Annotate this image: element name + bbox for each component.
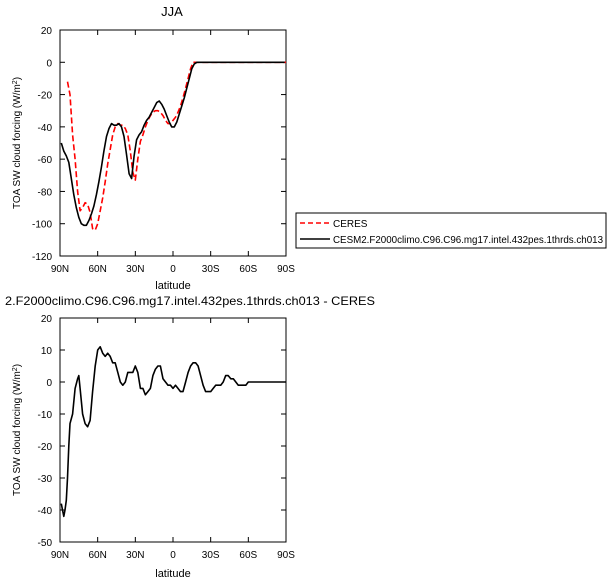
top-x-tick-label: 0 bbox=[170, 264, 176, 275]
bottom-y-tick-label: 0 bbox=[46, 378, 52, 389]
bottom-x-tick-label: 30S bbox=[202, 550, 220, 561]
top-y-axis-label-sup: 2 bbox=[12, 80, 19, 84]
bottom-y-axis-label: TOA SW cloud forcing (W/m2) bbox=[12, 364, 24, 496]
bottom-series-lines bbox=[60, 345, 286, 518]
top-x-axis-label: latitude bbox=[155, 280, 190, 292]
top-y-tick-label: -20 bbox=[38, 91, 53, 102]
top-y-tick-label: -60 bbox=[38, 155, 53, 166]
top-x-tick-label: 90S bbox=[277, 264, 295, 275]
bottom-x-tick-label: 60N bbox=[88, 550, 106, 561]
top-series-line-model bbox=[60, 61, 285, 227]
top-y-tick-label: -100 bbox=[32, 220, 52, 231]
top-x-tick-label: 60S bbox=[239, 264, 257, 275]
top-x-tick-labels: 90N 60N 30N 0 30S 60S 90S bbox=[51, 264, 295, 275]
bottom-x-tick-labels: 90N 60N 30N 0 30S 60S 90S bbox=[51, 550, 295, 561]
top-y-axis-label: TOA SW cloud forcing (W/m2) bbox=[12, 77, 24, 209]
bottom-panel: 2.F2000climo.C96.C96.mg17.intel.432pes.1… bbox=[5, 294, 375, 580]
top-y-tick-label: 20 bbox=[41, 26, 53, 37]
top-x-tick-label: 90N bbox=[51, 264, 69, 275]
bottom-y-tick-label: -30 bbox=[38, 474, 53, 485]
bottom-y-tick-label: -50 bbox=[38, 538, 53, 549]
top-x-tick-label: 30N bbox=[126, 264, 144, 275]
bottom-y-axis-label-sup: 2 bbox=[12, 367, 19, 371]
top-plot-frame bbox=[59, 29, 287, 257]
top-chart-title: JJA bbox=[161, 4, 183, 19]
bottom-y-axis-label-close: ) bbox=[12, 364, 23, 367]
legend: CERES CESM2.F2000climo.C96.C96.mg17.inte… bbox=[295, 212, 607, 249]
bottom-y-tick-label: -40 bbox=[38, 506, 53, 517]
top-panel: JJA 20 0 -20 -40 -60 -80 -100 -120 90N 60N 30N 0 30… bbox=[12, 4, 607, 292]
bottom-x-tick-label: 60S bbox=[239, 550, 257, 561]
bottom-plot-frame bbox=[59, 317, 287, 543]
bottom-x-axis-label: latitude bbox=[155, 568, 190, 580]
top-y-tick-label: -80 bbox=[38, 187, 53, 198]
bottom-y-tick-labels: 20 10 0 -10 -20 -30 -40 -50 bbox=[38, 314, 53, 549]
top-x-tick-label: 60N bbox=[88, 264, 106, 275]
top-series-line-ceres bbox=[66, 61, 286, 231]
top-y-tick-label: -120 bbox=[32, 252, 52, 263]
top-x-tick-label: 30S bbox=[202, 264, 220, 275]
bottom-x-tick-label: 90N bbox=[51, 550, 69, 561]
bottom-x-tick-label: 90S bbox=[277, 550, 295, 561]
bottom-y-tick-label: 20 bbox=[41, 314, 53, 325]
legend-label-model: CESM2.F2000climo.C96.C96.mg17.intel.432p… bbox=[333, 235, 603, 246]
top-y-axis-label-main: TOA SW cloud forcing (W/m bbox=[12, 84, 23, 209]
bottom-y-tick-label: 10 bbox=[41, 346, 53, 357]
top-y-tick-label: -40 bbox=[38, 123, 53, 134]
top-series-lines bbox=[60, 61, 286, 231]
bottom-x-tick-label: 30N bbox=[126, 550, 144, 561]
top-tick-marks bbox=[59, 29, 287, 257]
bottom-y-tick-label: -20 bbox=[38, 442, 53, 453]
bottom-chart-title: 2.F2000climo.C96.C96.mg17.intel.432pes.1… bbox=[5, 294, 375, 308]
bottom-tick-marks bbox=[59, 317, 287, 543]
top-y-tick-labels: 20 0 -20 -40 -60 -80 -100 -120 bbox=[32, 26, 52, 263]
legend-box bbox=[295, 212, 607, 249]
bottom-y-axis-label-main: TOA SW cloud forcing (W/m bbox=[12, 371, 23, 496]
top-y-tick-label: 0 bbox=[46, 58, 52, 69]
bottom-y-tick-label: -10 bbox=[38, 410, 53, 421]
top-y-axis-label-close: ) bbox=[12, 77, 23, 80]
bottom-series-line-difference bbox=[60, 345, 286, 518]
legend-label-ceres: CERES bbox=[333, 219, 368, 230]
bottom-x-tick-label: 0 bbox=[170, 550, 176, 561]
